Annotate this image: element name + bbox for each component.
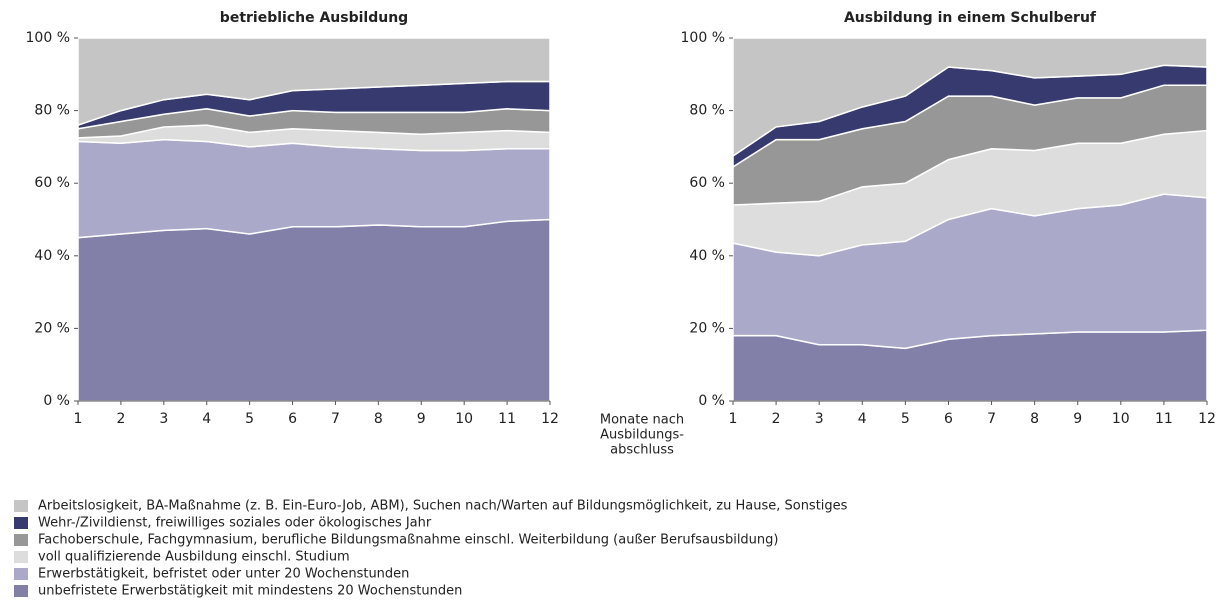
x-tick-label: 5 xyxy=(901,411,910,427)
area xyxy=(77,138,551,239)
x-tick-label: 12 xyxy=(1198,411,1216,427)
area xyxy=(77,37,551,127)
y-tick-label: 100 % xyxy=(26,30,70,46)
area xyxy=(732,37,1208,158)
legend-label: Erwerbstätigkeit, befristet oder unter 2… xyxy=(38,567,409,582)
legend-swatch xyxy=(14,585,28,597)
x-tick-label: 12 xyxy=(541,411,559,427)
x-tick-label: 1 xyxy=(74,411,83,427)
x-tick-label: 9 xyxy=(1073,411,1082,427)
x-tick-label: 4 xyxy=(202,411,211,427)
y-tick-label: 20 % xyxy=(34,320,70,336)
legend-label: Wehr-/Zivildienst, freiwilliges soziales… xyxy=(38,516,432,531)
x-tick-label: 4 xyxy=(858,411,867,427)
x-tick-label: 2 xyxy=(116,411,125,427)
x-tick-label: 2 xyxy=(772,411,781,427)
y-tick-label: 40 % xyxy=(689,248,725,264)
x-tick-label: 6 xyxy=(944,411,953,427)
x-tick-label: 7 xyxy=(987,411,996,427)
legend-swatch xyxy=(14,517,28,529)
chart-title: betriebliche Ausbildung xyxy=(220,10,408,26)
y-tick-label: 80 % xyxy=(689,103,725,119)
x-tick-label: 3 xyxy=(159,411,168,427)
legend-swatch xyxy=(14,551,28,563)
legend-label: unbefristete Erwerbstätigkeit mit mindes… xyxy=(38,584,462,599)
y-tick-label: 80 % xyxy=(34,103,70,119)
y-tick-label: 40 % xyxy=(34,248,70,264)
legend-label: Fachoberschule, Fachgymnasium, beruflich… xyxy=(38,533,779,548)
x-tick-label: 10 xyxy=(1112,411,1130,427)
x-tick-label: 5 xyxy=(245,411,254,427)
x-tick-label: 9 xyxy=(417,411,426,427)
x-tick-label: 11 xyxy=(498,411,516,427)
legend-label: voll qualifizierende Ausbildung einschl.… xyxy=(38,550,350,565)
x-axis-label: Monate nach xyxy=(600,413,684,428)
x-axis-label: abschluss xyxy=(610,443,674,458)
x-axis-label: Ausbildungs- xyxy=(600,428,684,443)
legend-label: Arbeitslosigkeit, BA-Maßnahme (z. B. Ein… xyxy=(38,499,848,514)
y-tick-label: 0 % xyxy=(43,393,70,409)
y-tick-label: 60 % xyxy=(34,175,70,191)
x-tick-label: 1 xyxy=(729,411,738,427)
legend-swatch xyxy=(14,534,28,546)
legend-swatch xyxy=(14,568,28,580)
y-tick-label: 100 % xyxy=(681,30,725,46)
x-tick-label: 7 xyxy=(331,411,340,427)
x-tick-label: 6 xyxy=(288,411,297,427)
y-tick-label: 60 % xyxy=(689,175,725,191)
legend-swatch xyxy=(14,500,28,512)
x-tick-label: 10 xyxy=(455,411,473,427)
x-tick-label: 11 xyxy=(1155,411,1173,427)
y-tick-label: 0 % xyxy=(698,393,725,409)
x-tick-label: 8 xyxy=(1030,411,1039,427)
y-tick-label: 20 % xyxy=(689,320,725,336)
x-tick-label: 3 xyxy=(815,411,824,427)
chart-title: Ausbildung in einem Schulberuf xyxy=(844,10,1097,26)
area xyxy=(77,218,551,402)
x-tick-label: 8 xyxy=(374,411,383,427)
